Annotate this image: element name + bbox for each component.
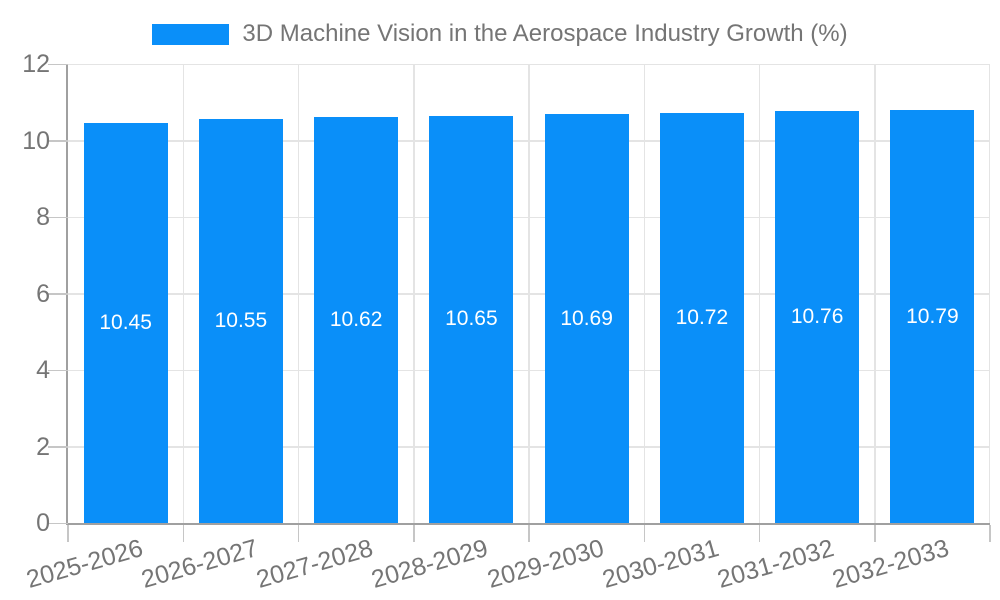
y-tick-label: 0 bbox=[36, 509, 50, 537]
x-tick-mark bbox=[758, 525, 761, 542]
gridline-vertical bbox=[874, 64, 876, 523]
legend-swatch bbox=[152, 23, 230, 45]
y-tick-mark bbox=[48, 446, 68, 448]
y-tick-label: 10 bbox=[22, 126, 50, 155]
y-tick-label: 4 bbox=[36, 356, 50, 384]
x-tick-mark bbox=[528, 525, 530, 542]
x-tick-mark bbox=[67, 525, 69, 542]
y-tick-mark bbox=[48, 63, 68, 65]
y-tick-label: 12 bbox=[22, 50, 50, 78]
legend-series-label: 3D Machine Vision in the Aerospace Indus… bbox=[242, 20, 848, 47]
gridline-vertical bbox=[413, 64, 415, 523]
gridline-vertical bbox=[988, 64, 990, 523]
bar: 10.55 bbox=[198, 119, 283, 523]
y-tick-label: 6 bbox=[36, 279, 50, 308]
gridline-vertical bbox=[182, 64, 184, 523]
x-tick-mark bbox=[643, 525, 645, 542]
bar: 10.69 bbox=[544, 114, 629, 523]
x-axis-line bbox=[66, 523, 990, 525]
x-tick-mark bbox=[182, 525, 184, 542]
y-tick-label: 8 bbox=[36, 203, 50, 231]
bar-value-label: 10.62 bbox=[329, 307, 383, 331]
legend: 3D Machine Vision in the Aerospace Indus… bbox=[0, 20, 1000, 48]
bar-value-label: 10.72 bbox=[675, 305, 729, 329]
gridline-vertical bbox=[758, 64, 761, 523]
bar-value-label: 10.76 bbox=[790, 305, 844, 329]
x-tick-mark bbox=[989, 525, 991, 542]
bar: 10.72 bbox=[659, 112, 744, 523]
y-tick-mark bbox=[48, 293, 68, 295]
y-tick-mark bbox=[48, 369, 68, 371]
y-tick-mark bbox=[48, 522, 68, 524]
y-tick-label: 2 bbox=[36, 432, 50, 461]
plot-area: 0 2 4 6 8 10 12 10.45 10.55 10.62 10.65 10.69 10.72 1… bbox=[22, 50, 991, 594]
bar-value-label: 10.65 bbox=[445, 307, 498, 331]
bar: 10.79 bbox=[890, 110, 975, 523]
bar: 10.45 bbox=[83, 123, 168, 523]
bar-value-label: 10.45 bbox=[99, 311, 152, 335]
y-tick-mark bbox=[48, 216, 68, 218]
bar: 10.65 bbox=[429, 115, 514, 523]
bar-value-label: 10.69 bbox=[560, 306, 613, 330]
gridline-vertical bbox=[528, 64, 530, 523]
y-tick-mark bbox=[48, 140, 68, 142]
x-tick-mark bbox=[874, 525, 876, 542]
bar: 10.62 bbox=[314, 116, 399, 523]
x-tick-mark bbox=[297, 525, 300, 542]
bar-value-label: 10.79 bbox=[906, 304, 959, 328]
bar: 10.76 bbox=[775, 111, 860, 523]
x-tick-mark bbox=[413, 525, 415, 542]
gridline-vertical bbox=[297, 64, 300, 523]
gridline-vertical bbox=[643, 64, 645, 523]
bar-value-label: 10.55 bbox=[214, 309, 268, 333]
